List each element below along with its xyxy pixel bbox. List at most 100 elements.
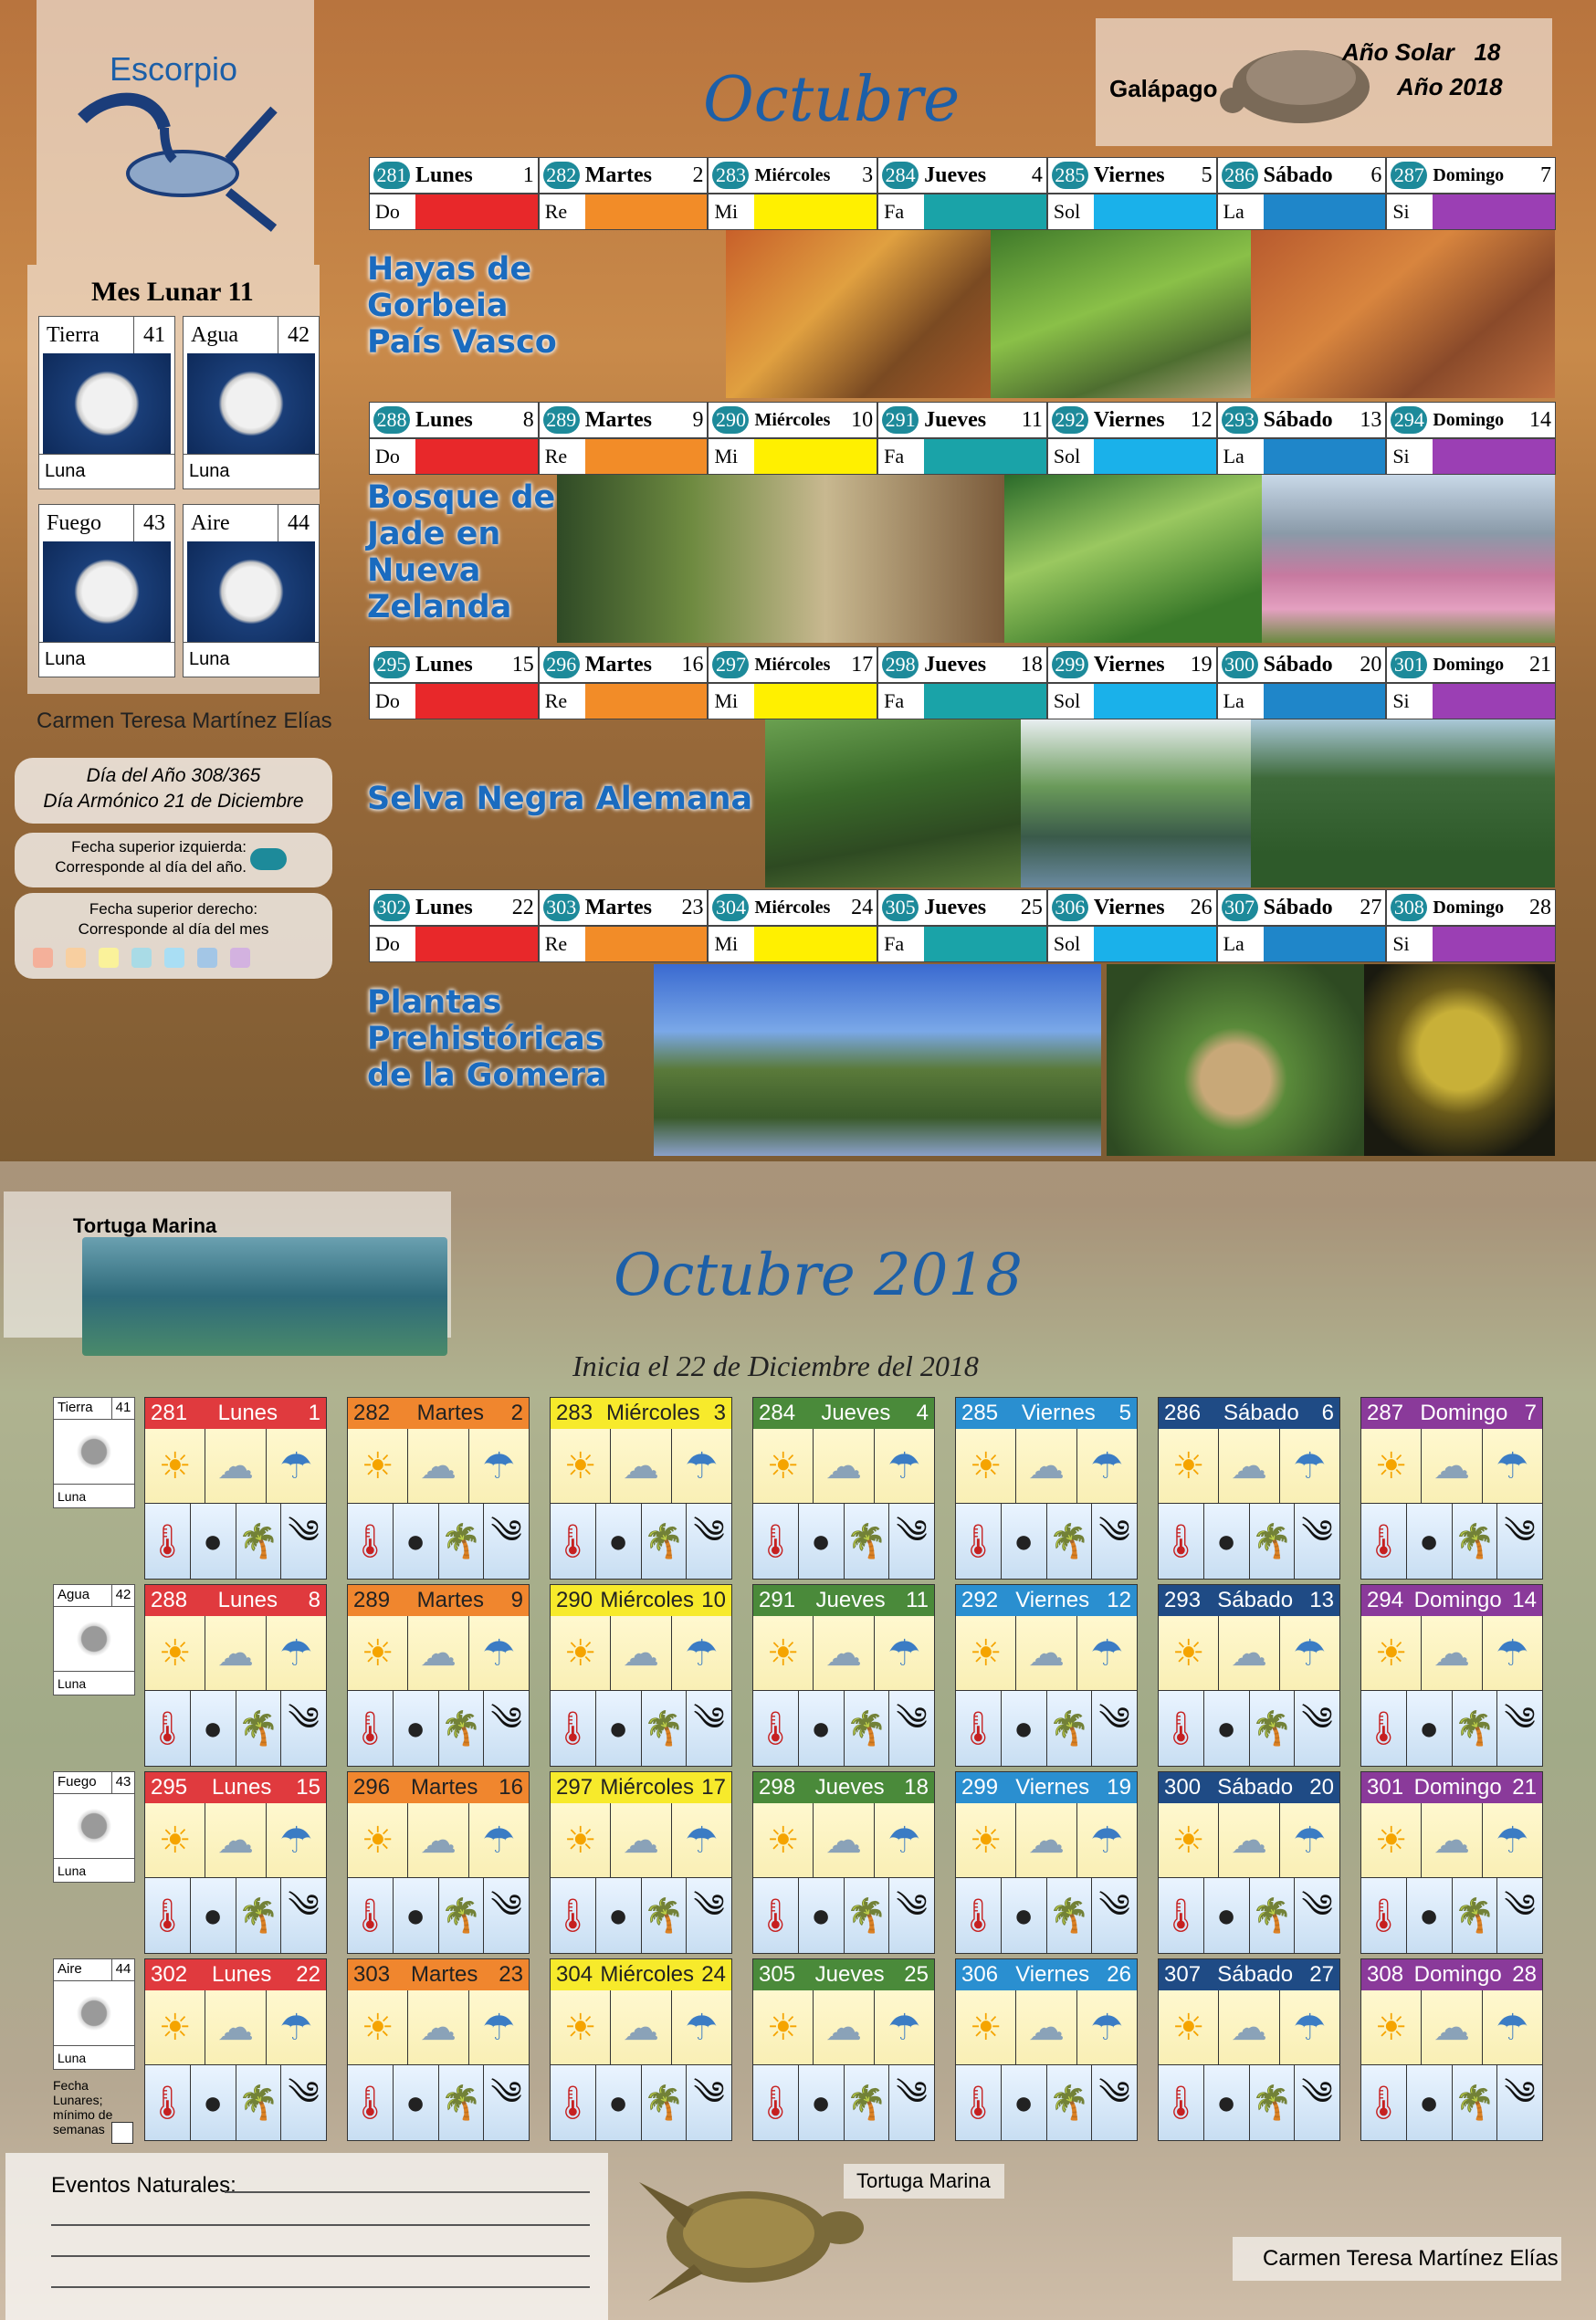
weather-day-box[interactable]: 290 Miércoles 10 ☀ ☁ ☂ 🌡 ● 🌴 ༄ bbox=[550, 1584, 732, 1767]
day-cell[interactable]: 297 Miércoles 17 bbox=[708, 646, 878, 683]
day-cell[interactable]: 283 Miércoles 3 bbox=[708, 157, 878, 194]
palm-icon[interactable]: 🌴 bbox=[845, 1691, 890, 1766]
sun-icon[interactable]: ☀ bbox=[753, 1803, 814, 1877]
cloud-icon[interactable]: ☁ bbox=[1219, 1990, 1280, 2064]
cloud-icon[interactable]: ☁ bbox=[611, 1990, 672, 2064]
rain-icon[interactable]: ☂ bbox=[482, 1820, 516, 1861]
sun-icon[interactable]: ☀ bbox=[145, 1990, 206, 2064]
wind-icon[interactable]: ༄ bbox=[693, 2075, 725, 2112]
rain-icon[interactable]: ☂ bbox=[1090, 2007, 1124, 2048]
palm-icon[interactable]: 🌴 bbox=[439, 2065, 485, 2140]
day-cell[interactable]: 284 Jueves 4 bbox=[877, 157, 1047, 194]
cloud-icon[interactable]: ☁ bbox=[408, 1803, 469, 1877]
moon-icon[interactable]: ● bbox=[1407, 1504, 1453, 1579]
events-line[interactable] bbox=[51, 2224, 590, 2226]
moon-icon[interactable]: ● bbox=[799, 1504, 845, 1579]
wind-icon[interactable]: ༄ bbox=[1301, 1888, 1333, 1925]
moon-icon[interactable]: ● bbox=[1407, 1878, 1453, 1953]
moon-icon[interactable]: ● bbox=[1002, 2065, 1047, 2140]
cloud-icon[interactable]: ☁ bbox=[1422, 1429, 1483, 1503]
day-cell[interactable]: 281 Lunes 1 bbox=[369, 157, 539, 194]
rain-icon[interactable]: ☂ bbox=[685, 1820, 719, 1861]
cloud-icon[interactable]: ☁ bbox=[205, 1429, 267, 1503]
thermometer-sun-icon[interactable]: 🌡 bbox=[1361, 1691, 1407, 1766]
moon-icon[interactable]: ● bbox=[394, 1691, 439, 1766]
rain-icon[interactable]: ☂ bbox=[1293, 1445, 1327, 1486]
wind-icon[interactable]: ༄ bbox=[1504, 1514, 1536, 1550]
day-cell[interactable]: 289 Martes 9 bbox=[538, 402, 709, 438]
palm-icon[interactable]: 🌴 bbox=[439, 1691, 485, 1766]
sun-icon[interactable]: ☀ bbox=[551, 1429, 612, 1503]
thermometer-sun-icon[interactable]: 🌡 bbox=[551, 1691, 596, 1766]
weather-day-box[interactable]: 295 Lunes 15 ☀ ☁ ☂ 🌡 ● 🌴 ༄ bbox=[144, 1771, 327, 1954]
moon-icon[interactable]: ● bbox=[799, 1878, 845, 1953]
moon-icon[interactable]: ● bbox=[596, 2065, 642, 2140]
palm-icon[interactable]: 🌴 bbox=[236, 2065, 282, 2140]
sun-icon[interactable]: ☀ bbox=[956, 1429, 1017, 1503]
wind-icon[interactable]: ༄ bbox=[490, 2075, 522, 2112]
weather-day-box[interactable]: 285 Viernes 5 ☀ ☁ ☂ 🌡 ● 🌴 ༄ bbox=[955, 1397, 1138, 1580]
palm-icon[interactable]: 🌴 bbox=[1047, 1691, 1093, 1766]
rain-icon[interactable]: ☂ bbox=[1496, 2007, 1529, 2048]
wind-icon[interactable]: ༄ bbox=[1504, 2075, 1536, 2112]
rain-icon[interactable]: ☂ bbox=[279, 1820, 313, 1861]
cloud-icon[interactable]: ☁ bbox=[1422, 1803, 1483, 1877]
wind-icon[interactable]: ༄ bbox=[1301, 2075, 1333, 2112]
cloud-icon[interactable]: ☁ bbox=[814, 1429, 875, 1503]
moon-icon[interactable]: ● bbox=[1407, 2065, 1453, 2140]
thermometer-sun-icon[interactable]: 🌡 bbox=[753, 1691, 799, 1766]
palm-icon[interactable]: 🌴 bbox=[642, 2065, 688, 2140]
day-cell[interactable]: 301 Domingo 21 bbox=[1386, 646, 1557, 683]
cloud-icon[interactable]: ☁ bbox=[205, 1990, 267, 2064]
sun-icon[interactable]: ☀ bbox=[956, 1803, 1017, 1877]
thermometer-sun-icon[interactable]: 🌡 bbox=[956, 2065, 1002, 2140]
day-cell[interactable]: 290 Miércoles 10 bbox=[708, 402, 878, 438]
thermometer-sun-icon[interactable]: 🌡 bbox=[753, 1878, 799, 1953]
rain-icon[interactable]: ☂ bbox=[1090, 1820, 1124, 1861]
palm-icon[interactable]: 🌴 bbox=[1250, 1691, 1296, 1766]
weather-day-box[interactable]: 289 Martes 9 ☀ ☁ ☂ 🌡 ● 🌴 ༄ bbox=[347, 1584, 530, 1767]
cloud-icon[interactable]: ☁ bbox=[1016, 1616, 1077, 1690]
thermometer-sun-icon[interactable]: 🌡 bbox=[1159, 1878, 1204, 1953]
moon-icon[interactable]: ● bbox=[1204, 1878, 1250, 1953]
palm-icon[interactable]: 🌴 bbox=[1250, 1504, 1296, 1579]
rain-icon[interactable]: ☂ bbox=[1293, 1632, 1327, 1674]
wind-icon[interactable]: ༄ bbox=[288, 2075, 320, 2112]
moon-icon[interactable]: ● bbox=[1002, 1504, 1047, 1579]
wind-icon[interactable]: ༄ bbox=[1098, 1701, 1130, 1737]
rain-icon[interactable]: ☂ bbox=[279, 1445, 313, 1486]
thermometer-sun-icon[interactable]: 🌡 bbox=[145, 2065, 191, 2140]
cloud-icon[interactable]: ☁ bbox=[205, 1803, 267, 1877]
rain-icon[interactable]: ☂ bbox=[1496, 1820, 1529, 1861]
weather-day-box[interactable]: 302 Lunes 22 ☀ ☁ ☂ 🌡 ● 🌴 ༄ bbox=[144, 1958, 327, 2141]
thermometer-sun-icon[interactable]: 🌡 bbox=[348, 1691, 394, 1766]
moon-icon[interactable]: ● bbox=[596, 1504, 642, 1579]
thermometer-sun-icon[interactable]: 🌡 bbox=[1361, 1878, 1407, 1953]
events-line[interactable] bbox=[51, 2286, 590, 2288]
rain-icon[interactable]: ☂ bbox=[685, 1445, 719, 1486]
day-cell[interactable]: 305 Jueves 25 bbox=[877, 889, 1047, 926]
thermometer-sun-icon[interactable]: 🌡 bbox=[551, 1504, 596, 1579]
day-cell[interactable]: 282 Martes 2 bbox=[538, 157, 709, 194]
palm-icon[interactable]: 🌴 bbox=[1453, 1691, 1498, 1766]
palm-icon[interactable]: 🌴 bbox=[236, 1878, 282, 1953]
cloud-icon[interactable]: ☁ bbox=[1219, 1429, 1280, 1503]
day-cell[interactable]: 308 Domingo 28 bbox=[1386, 889, 1557, 926]
sun-icon[interactable]: ☀ bbox=[1361, 1429, 1423, 1503]
sun-icon[interactable]: ☀ bbox=[348, 1429, 409, 1503]
wind-icon[interactable]: ༄ bbox=[896, 1888, 928, 1925]
palm-icon[interactable]: 🌴 bbox=[642, 1878, 688, 1953]
day-cell[interactable]: 306 Viernes 26 bbox=[1046, 889, 1217, 926]
moon-icon[interactable]: ● bbox=[799, 2065, 845, 2140]
thermometer-sun-icon[interactable]: 🌡 bbox=[753, 1504, 799, 1579]
weather-day-box[interactable]: 306 Viernes 26 ☀ ☁ ☂ 🌡 ● 🌴 ༄ bbox=[955, 1958, 1138, 2141]
palm-icon[interactable]: 🌴 bbox=[236, 1504, 282, 1579]
moon-icon[interactable]: ● bbox=[1204, 1691, 1250, 1766]
sun-icon[interactable]: ☀ bbox=[1159, 1429, 1220, 1503]
sun-icon[interactable]: ☀ bbox=[551, 1803, 612, 1877]
sun-icon[interactable]: ☀ bbox=[1159, 1616, 1220, 1690]
weather-day-box[interactable]: 299 Viernes 19 ☀ ☁ ☂ 🌡 ● 🌴 ༄ bbox=[955, 1771, 1138, 1954]
wind-icon[interactable]: ༄ bbox=[1504, 1888, 1536, 1925]
cloud-icon[interactable]: ☁ bbox=[1422, 1990, 1483, 2064]
palm-icon[interactable]: 🌴 bbox=[845, 1504, 890, 1579]
